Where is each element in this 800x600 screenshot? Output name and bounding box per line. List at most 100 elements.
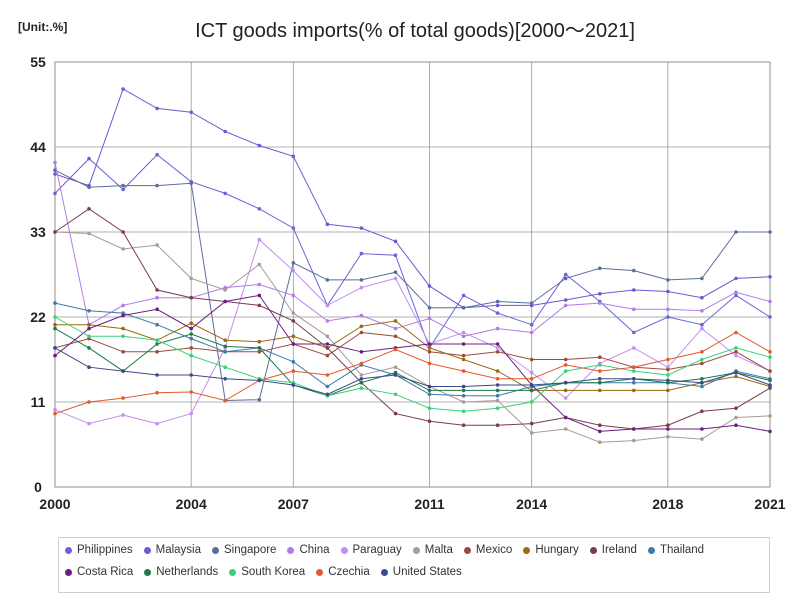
data-point (393, 373, 398, 377)
data-point (598, 423, 602, 428)
data-point (563, 415, 568, 420)
series-line (54, 169, 770, 402)
data-point (427, 392, 432, 397)
data-point (359, 350, 364, 354)
legend-item: Netherlands (144, 566, 218, 578)
data-point (257, 293, 262, 298)
series-line (54, 331, 771, 372)
data-point (325, 384, 330, 389)
data-point (223, 350, 227, 354)
y-tick-label: 22 (30, 309, 46, 325)
data-point (189, 332, 193, 336)
legend-item: Czechia (316, 566, 370, 578)
y-tick-label: 0 (34, 479, 42, 495)
data-point (598, 429, 602, 434)
y-tick-label: 55 (30, 54, 46, 70)
data-point (427, 316, 432, 321)
data-point (155, 338, 159, 343)
data-point (291, 226, 296, 230)
data-point (632, 330, 636, 335)
data-point (529, 400, 534, 404)
data-point (461, 423, 466, 428)
data-point (598, 292, 602, 296)
data-point (768, 315, 772, 319)
legend-swatch (212, 546, 220, 554)
legend-item: China (287, 544, 330, 556)
data-point (291, 319, 296, 323)
data-point (529, 330, 534, 335)
data-point (768, 429, 772, 434)
data-point (257, 397, 262, 402)
data-point (53, 346, 57, 350)
unit-label: [Unit:.%] (18, 20, 68, 34)
data-point (734, 423, 738, 428)
data-point (121, 187, 125, 192)
data-point (155, 350, 159, 354)
data-point (87, 400, 91, 404)
legend-swatch (316, 568, 324, 576)
legend-swatch (229, 568, 237, 576)
data-point (155, 295, 159, 300)
data-point (325, 346, 330, 350)
data-point (598, 380, 602, 385)
data-point (598, 363, 602, 367)
data-point (563, 303, 568, 308)
data-point (155, 421, 159, 426)
data-point (257, 346, 262, 350)
legend-swatch (65, 568, 72, 576)
data-point (53, 160, 57, 165)
data-point (393, 319, 398, 323)
data-point (291, 268, 296, 273)
data-point (563, 357, 568, 362)
legend-swatch (143, 546, 151, 554)
data-point (393, 411, 398, 416)
data-point (666, 388, 670, 393)
data-point (666, 315, 670, 319)
x-tick-label: 2018 (652, 496, 683, 512)
data-point (529, 301, 534, 305)
data-point (768, 350, 772, 354)
data-point (461, 388, 466, 393)
data-point (189, 326, 193, 331)
y-tick-label: 33 (30, 224, 46, 240)
data-point (666, 278, 670, 282)
data-point (495, 311, 500, 315)
data-point (257, 237, 262, 242)
data-point (529, 421, 534, 426)
data-point (223, 191, 227, 196)
data-point (359, 285, 364, 290)
data-point (427, 346, 432, 350)
data-point (393, 365, 398, 370)
data-point (155, 288, 159, 292)
data-point (632, 307, 636, 312)
data-point (87, 185, 91, 189)
legend-label: Netherlands (156, 566, 219, 578)
data-point (53, 168, 57, 172)
data-point (87, 326, 91, 331)
data-point (359, 226, 364, 230)
data-point (87, 156, 91, 161)
legend-swatch (523, 546, 531, 554)
data-point (325, 342, 330, 346)
data-point (121, 87, 125, 91)
data-point (155, 307, 159, 312)
data-point (223, 377, 227, 381)
data-point (359, 278, 364, 282)
data-point (257, 339, 262, 344)
data-point (155, 183, 159, 188)
series-group (53, 230, 772, 445)
data-point (427, 342, 432, 346)
data-point (734, 415, 738, 420)
data-point (632, 365, 636, 370)
data-point (563, 369, 568, 373)
data-point (666, 427, 670, 431)
data-point (393, 392, 398, 397)
data-point (768, 299, 772, 304)
data-point (461, 400, 466, 404)
data-point (734, 230, 738, 234)
series-line (54, 208, 771, 430)
data-point (495, 342, 500, 346)
data-point (563, 272, 568, 277)
data-point (563, 396, 568, 400)
